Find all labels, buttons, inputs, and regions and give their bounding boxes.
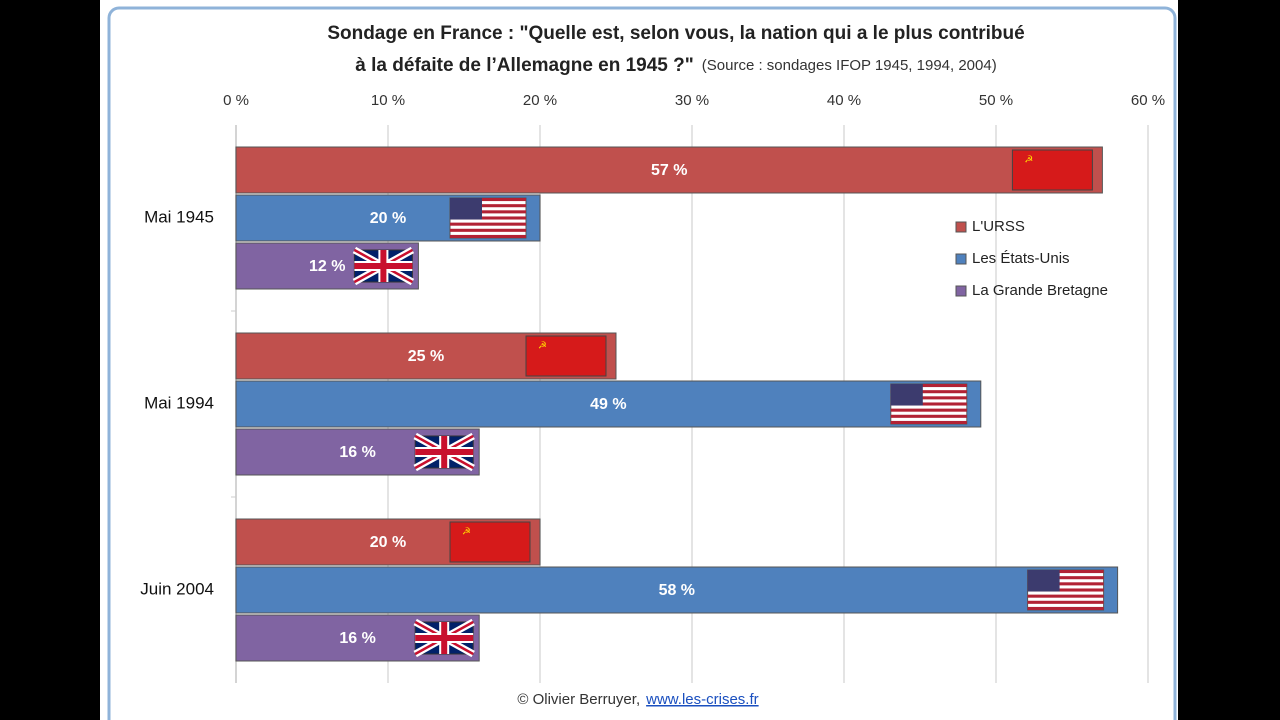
flag-stripe bbox=[1027, 570, 1104, 574]
x-tick-label: 0 % bbox=[223, 92, 249, 109]
flag-canton bbox=[890, 384, 923, 406]
x-tick-label: 40 % bbox=[827, 92, 861, 109]
credit: © Olivier Berruyer, www.les-crises.fr bbox=[517, 691, 758, 708]
chart-title: à la défaite de l’Allemagne en 1945 ?" bbox=[355, 55, 693, 76]
legend-label: La Grande Bretagne bbox=[972, 282, 1108, 299]
flag-stripe bbox=[1027, 600, 1104, 604]
flag-stripe bbox=[890, 384, 967, 388]
credit-link[interactable]: www.les-crises.fr bbox=[645, 691, 759, 708]
bar bbox=[235, 566, 1119, 614]
bar bbox=[235, 146, 1103, 194]
flag-field bbox=[525, 335, 607, 377]
legend-label: L'URSS bbox=[972, 218, 1025, 235]
legend-label: Les États-Unis bbox=[972, 250, 1070, 267]
y-tick-label: Mai 1994 bbox=[144, 393, 214, 412]
x-tick-label: 60 % bbox=[1131, 92, 1165, 109]
value-label: 16 % bbox=[339, 630, 375, 647]
flag-stripe bbox=[450, 198, 526, 202]
flag-canton bbox=[450, 198, 482, 220]
value-label: 25 % bbox=[408, 348, 444, 365]
chart-title: Sondage en France : "Quelle est, selon v… bbox=[327, 23, 1024, 44]
flag bbox=[413, 618, 475, 658]
flag-field bbox=[449, 521, 531, 563]
flag: ☭ bbox=[525, 335, 607, 377]
value-label: 12 % bbox=[309, 258, 345, 275]
flag-stripe bbox=[890, 414, 967, 418]
flag-stripe bbox=[890, 402, 967, 406]
flag bbox=[449, 197, 527, 239]
flag bbox=[1027, 569, 1105, 611]
flag-emblem: ☭ bbox=[538, 341, 547, 352]
flag-cross bbox=[415, 436, 474, 468]
flag-stripe bbox=[1027, 576, 1104, 580]
flag-stripe bbox=[450, 210, 526, 214]
value-label: 20 % bbox=[370, 210, 406, 227]
flag-stripe bbox=[450, 222, 526, 226]
flag-field bbox=[1011, 149, 1093, 191]
flag-stripe bbox=[450, 216, 526, 220]
flag-emblem: ☭ bbox=[1024, 155, 1033, 166]
value-label: 57 % bbox=[651, 162, 687, 179]
y-tick-label: Mai 1945 bbox=[144, 207, 214, 226]
frame bbox=[107, 6, 1177, 720]
bar bbox=[235, 380, 982, 428]
x-tick-label: 50 % bbox=[979, 92, 1013, 109]
flag-canton bbox=[1027, 570, 1060, 592]
credit-text: © Olivier Berruyer, bbox=[517, 691, 640, 708]
flag-stripe bbox=[1027, 588, 1104, 592]
flag-stripe bbox=[890, 396, 967, 400]
flag-stripe bbox=[450, 204, 526, 208]
flag-stripe bbox=[1027, 582, 1104, 586]
x-tick-label: 30 % bbox=[675, 92, 709, 109]
y-tick-label: Juin 2004 bbox=[140, 579, 214, 598]
value-label: 16 % bbox=[339, 444, 375, 461]
flag bbox=[352, 246, 415, 286]
flag-stripe bbox=[1027, 606, 1104, 610]
flag-cross bbox=[415, 622, 474, 654]
flag-stripe bbox=[450, 228, 526, 232]
flag-stripe bbox=[450, 234, 526, 238]
x-tick-label: 20 % bbox=[523, 92, 557, 109]
flag-stripe bbox=[890, 390, 967, 394]
flag: ☭ bbox=[449, 521, 531, 563]
legend-swatch bbox=[955, 253, 967, 265]
flag-stripe bbox=[1027, 594, 1104, 598]
value-label: 20 % bbox=[370, 534, 406, 551]
flag bbox=[413, 432, 475, 472]
flag-stripe bbox=[890, 420, 967, 424]
chart-subtitle: (Source : sondages IFOP 1945, 1994, 2004… bbox=[702, 57, 997, 74]
flag-stripe bbox=[890, 408, 967, 412]
flag: ☭ bbox=[1011, 149, 1093, 191]
title-line: à la défaite de l’Allemagne en 1945 ?" (S… bbox=[355, 55, 996, 76]
flag bbox=[890, 383, 968, 425]
legend-swatch bbox=[955, 221, 967, 233]
flag-cross bbox=[354, 250, 413, 282]
value-label: 49 % bbox=[590, 396, 626, 413]
value-label: 58 % bbox=[659, 582, 695, 599]
x-tick-label: 10 % bbox=[371, 92, 405, 109]
legend-swatch bbox=[955, 285, 967, 297]
flag-emblem: ☭ bbox=[462, 527, 471, 538]
